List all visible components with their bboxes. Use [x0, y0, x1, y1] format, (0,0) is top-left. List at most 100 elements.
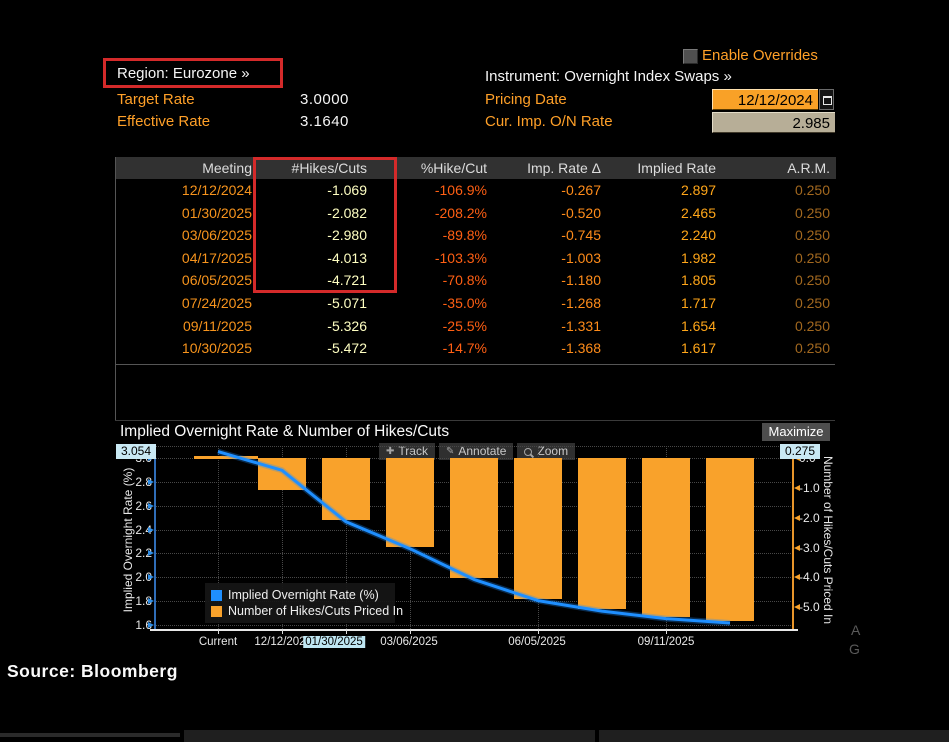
- left-tick-label: 2.4: [135, 522, 152, 537]
- current-hikes-level-marker: [194, 456, 258, 459]
- left-tick-arrow-icon: [148, 550, 154, 557]
- left-tick-label: 2.6: [135, 498, 152, 513]
- target-rate-label: Target Rate: [117, 91, 195, 108]
- hikes-cuts-bar: [450, 458, 498, 578]
- table-cell: 0.250: [794, 272, 830, 289]
- hikes-cuts-bar: [642, 458, 690, 617]
- table-cell: -1.180: [561, 272, 601, 289]
- legend-label: Number of Hikes/Cuts Priced In: [228, 604, 404, 618]
- x-axis-label-highlighted: 01/30/2025: [303, 636, 365, 648]
- target-rate-value: 3.0000: [300, 91, 349, 108]
- x-axis-label: 09/11/2025: [637, 636, 695, 648]
- table-cell: -1.003: [561, 249, 601, 266]
- table-cell: -4.721: [327, 272, 367, 289]
- table-cell: -208.2%: [434, 204, 487, 221]
- chart-title: Implied Overnight Rate & Number of Hikes…: [120, 423, 450, 440]
- table-cell: 1.617: [680, 340, 716, 357]
- table-cell: 1.654: [680, 317, 716, 334]
- watermark-letter: A: [851, 622, 861, 638]
- bottom-bar-segment: [184, 730, 595, 742]
- table-cell: 0.250: [794, 317, 830, 334]
- cur-imp-rate-label: Cur. Imp. O/N Rate: [485, 113, 613, 130]
- table-row[interactable]: 07/24/2025 -5.071 -35.0% -1.268 1.717 0.250: [116, 292, 836, 315]
- table-cell: -2.980: [327, 227, 367, 244]
- right-tick-label: -4.0: [799, 570, 820, 585]
- table-cell: -5.472: [327, 340, 367, 357]
- instrument-selector[interactable]: Instrument: Overnight Index Swaps »: [485, 68, 732, 85]
- table-cell: 06/05/2025: [181, 272, 252, 289]
- chart-legend: Implied Overnight Rate (%) Number of Hik…: [205, 583, 403, 623]
- table-cell: -5.326: [327, 317, 367, 334]
- x-axis-label: 03/06/2025: [380, 636, 438, 648]
- left-tick-arrow-icon: [148, 574, 154, 581]
- left-axis-spine: [154, 446, 156, 631]
- table-cell: 0.250: [794, 204, 830, 221]
- watermark-letter: G: [849, 641, 860, 657]
- legend-item: Implied Overnight Rate (%): [211, 587, 389, 603]
- table-bottom-border: [115, 364, 835, 365]
- right-axis-spine: [792, 446, 794, 631]
- left-tick-label: 1.6: [135, 618, 152, 632]
- table-cell: 1.805: [680, 272, 716, 289]
- table-cell: 2.465: [680, 204, 716, 221]
- column-header-0: Meeting: [202, 160, 252, 176]
- table-row[interactable]: 12/12/2024 -1.069 -106.9% -0.267 2.897 0.250: [116, 179, 836, 202]
- calendar-button[interactable]: [819, 89, 834, 110]
- table-row[interactable]: 03/06/2025 -2.980 -89.8% -0.745 2.240 0.250: [116, 224, 836, 247]
- right-tick-label: -1.0: [799, 480, 820, 495]
- table-cell: -1.368: [561, 340, 601, 357]
- right-tick-arrow-icon: [794, 484, 800, 491]
- enable-overrides-checkbox[interactable]: [683, 49, 698, 64]
- table-cell: 10/30/2025: [181, 340, 252, 357]
- bottom-bar-segment: [0, 733, 180, 737]
- table-row[interactable]: 09/11/2025 -5.326 -25.5% -1.331 1.654 0.250: [116, 315, 836, 338]
- magnifier-icon: [524, 447, 533, 456]
- bottom-bar-segment: [599, 730, 949, 742]
- table-cell: -1.331: [561, 317, 601, 334]
- left-axis-title: Implied Overnight Rate (%): [121, 467, 135, 613]
- left-tick-label: 2.2: [135, 546, 152, 561]
- hikes-cuts-bar: [514, 458, 562, 599]
- table-row[interactable]: 06/05/2025 -4.721 -70.8% -1.180 1.805 0.250: [116, 269, 836, 292]
- table-cell: -70.8%: [442, 272, 487, 289]
- line-series-swatch-icon: [211, 589, 222, 601]
- x-axis-label: Current: [198, 636, 238, 648]
- right-tick-arrow-icon: [794, 604, 800, 611]
- table-cell: -1.069: [327, 182, 367, 198]
- left-tick-arrow-icon: [148, 622, 154, 628]
- h-gridline: [155, 625, 793, 626]
- table-cell: -103.3%: [434, 249, 487, 266]
- table-cell: -0.520: [561, 204, 601, 221]
- right-tick-arrow-icon: [794, 574, 800, 581]
- table-cell: -0.267: [561, 182, 601, 198]
- table-cell: 1.982: [680, 249, 716, 266]
- table-cell: 0.250: [794, 294, 830, 311]
- x-tick: [346, 629, 347, 634]
- column-header-3: Imp. Rate Δ: [527, 160, 601, 176]
- source-credit: Source: Bloomberg: [7, 661, 178, 681]
- left-tick-arrow-icon: [148, 598, 154, 605]
- table-cell: -5.071: [327, 294, 367, 311]
- table-row[interactable]: 10/30/2025 -5.472 -14.7% -1.368 1.617 0.250: [116, 337, 836, 360]
- pricing-date-input[interactable]: 12/12/2024: [712, 89, 818, 110]
- hikes-cuts-bar: [322, 458, 370, 521]
- pricing-date-label: Pricing Date: [485, 91, 567, 108]
- table-header-row: Meeting #Hikes/Cuts %Hike/Cut Imp. Rate Δ Im…: [116, 157, 836, 179]
- table-cell: 12/12/2024: [181, 182, 252, 198]
- hikes-cuts-bar: [386, 458, 434, 547]
- column-header-1: #Hikes/Cuts: [291, 160, 367, 176]
- table-row[interactable]: 04/17/2025 -4.013 -103.3% -1.003 1.982 0.250: [116, 247, 836, 270]
- maximize-button[interactable]: Maximize: [762, 423, 830, 441]
- left-tick-arrow-icon: [148, 502, 154, 509]
- x-axis-label: 06/05/2025: [508, 636, 566, 648]
- table-cell: -25.5%: [442, 317, 487, 334]
- table-cell: -2.082: [327, 204, 367, 221]
- table-cell: 1.717: [680, 294, 716, 311]
- right-axis-title: Number of Hikes/Cuts Priced In: [821, 455, 835, 625]
- table-cell: 09/11/2025: [182, 317, 252, 334]
- right-tick-arrow-icon: [794, 544, 800, 551]
- region-selector[interactable]: Region: Eurozone »: [117, 65, 250, 82]
- table-row[interactable]: 01/30/2025 -2.082 -208.2% -0.520 2.465 0.250: [116, 202, 836, 225]
- table-cell: 07/24/2025: [181, 294, 252, 311]
- cur-imp-rate-field[interactable]: 2.985: [712, 112, 835, 133]
